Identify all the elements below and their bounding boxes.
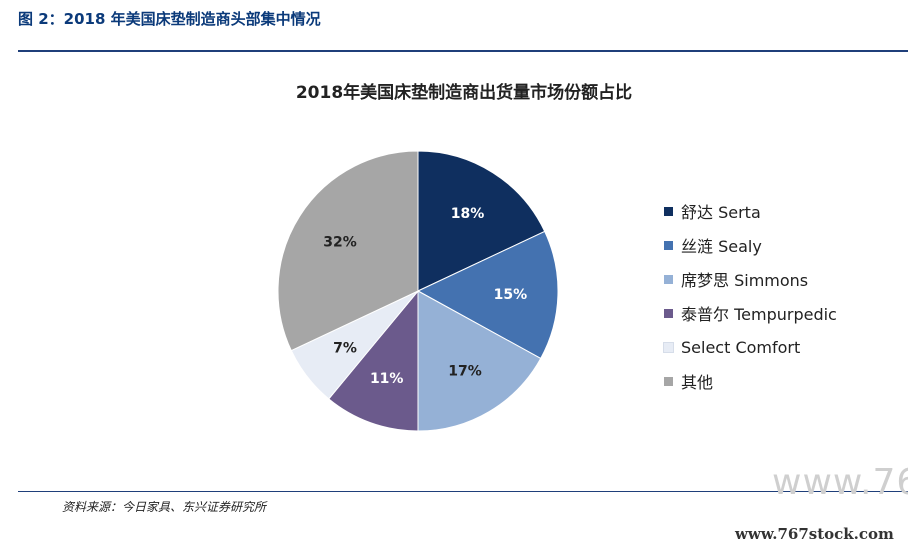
legend-swatch: [664, 274, 673, 284]
slice-data-label: 7%: [333, 341, 357, 357]
pie-slice: [416, 230, 559, 360]
legend-swatch: [664, 240, 673, 250]
legend-label: Select Comfort: [681, 337, 801, 357]
watermark-large: www.76: [772, 462, 908, 503]
legend-label: 席梦思 Simmons: [681, 271, 809, 290]
slice-data-label: 17%: [448, 364, 482, 380]
chart-title: 2018年美国床垫制造商出货量市场份额占比: [295, 83, 633, 103]
top-divider: [18, 50, 908, 52]
legend-label: 其他: [681, 373, 714, 392]
slice-data-label: 18%: [451, 206, 485, 222]
pie-slice: [417, 290, 542, 432]
legend-item: Select Comfort: [663, 330, 837, 364]
pie-slice: [277, 150, 419, 352]
legend-label: 泰普尔 Tempurpedic: [681, 305, 837, 324]
slice-data-label: 15%: [494, 287, 528, 303]
legend-swatch: [664, 308, 673, 318]
legend-label: 舒达 Serta: [681, 203, 761, 222]
pie-slice: [417, 150, 546, 292]
legend-swatch: [664, 206, 673, 216]
pie-slice: [328, 289, 419, 432]
source-note: 资料来源：今日家具、东兴证券研究所: [62, 500, 267, 514]
slice-data-label: 11%: [370, 371, 404, 387]
legend-item: 丝涟 Sealy: [664, 228, 837, 262]
legend-label: 丝涟 Sealy: [681, 237, 762, 256]
legend-item: 泰普尔 Tempurpedic: [664, 296, 837, 330]
legend-swatch: [664, 376, 673, 386]
slice-data-label: 32%: [323, 234, 357, 250]
legend-item: 舒达 Serta: [664, 194, 837, 228]
watermark-url: www.767stock.com: [735, 525, 894, 543]
legend-item: 其他: [664, 364, 837, 398]
legend-swatch: [663, 341, 674, 353]
legend-item: 席梦思 Simmons: [664, 262, 837, 296]
figure-title: 图 2：2018 年美国床垫制造商头部集中情况: [18, 10, 321, 28]
chart-legend: 舒达 Serta 丝涟 Sealy 席梦思 Simmons 泰普尔 Tempurped…: [663, 194, 837, 398]
bottom-divider: [18, 491, 908, 492]
